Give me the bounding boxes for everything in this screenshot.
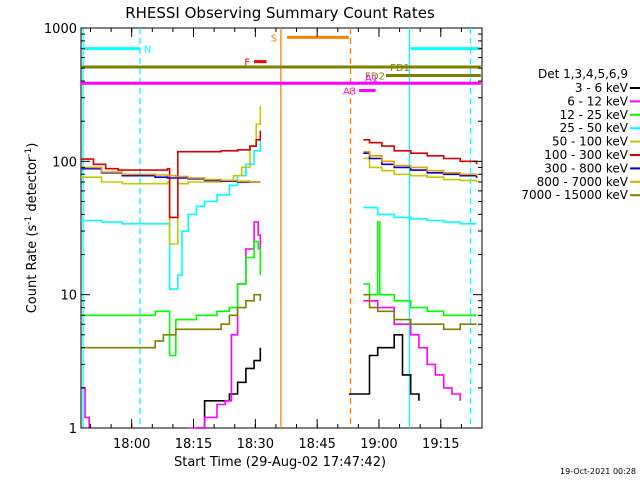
annotation-a3-label: A3	[343, 86, 356, 97]
series-800-7000-kev-segment-0	[81, 166, 261, 183]
series-12-25-kev-segment-0	[81, 240, 262, 357]
legend-entry-100-300-kev: 100 - 300 keV	[544, 148, 628, 162]
annotation-s-label: S	[271, 33, 277, 44]
series-50-100-kev-segment-1	[363, 157, 478, 182]
x-tick-label: 19:15	[422, 437, 459, 452]
legend-entry-7000-15000-kev: 7000 - 15000 keV	[521, 188, 628, 202]
x-tick-label: 18:45	[298, 437, 335, 452]
x-tick-label: 18:00	[113, 437, 150, 452]
series-3-6-kev-segment-0	[196, 347, 262, 429]
series-100-300-kev	[81, 130, 478, 219]
x-axis-label: Start Time (29-Aug-02 17:47:42)	[174, 455, 386, 470]
x-tick-label: 18:30	[237, 437, 274, 452]
y-tick-label: 100	[52, 155, 77, 170]
series-3-6-kev-segment-1	[348, 334, 420, 401]
legend-title: Det 1,3,4,5,6,9	[538, 67, 628, 81]
legend-entry-300-800-kev: 300 - 800 keV	[544, 161, 628, 175]
series-6-12-kev-segment-0	[81, 387, 90, 428]
series-7000-15000-kev-segment-1	[363, 293, 477, 331]
annotation-f-label: F	[244, 58, 250, 69]
legend-entry-12-25-kev: 12 - 25 keV	[560, 108, 629, 122]
timestamp: 19-Oct-2021 00:28	[560, 467, 636, 476]
series-800-7000-kev-segment-1	[363, 150, 478, 176]
series-12-25-kev	[81, 221, 477, 357]
series-6-12-kev-segment-1	[188, 221, 262, 429]
y-tick-label: 1	[69, 422, 77, 437]
legend-entry-50-100-kev: 50 - 100 keV	[552, 135, 629, 149]
series-6-12-kev-segment-2	[363, 300, 461, 401]
y-tick-label: 1000	[44, 22, 77, 37]
series-800-7000-kev	[81, 150, 478, 183]
axes-layer: 1 10 100 1000 18:00 18:15 18:30 18:45 19:00 19:15	[44, 22, 483, 452]
legend-entry-3-6-kev: 3 - 6 keV	[575, 81, 629, 95]
series-100-300-kev-segment-0	[81, 130, 262, 219]
legend-entry-800-7000-kev: 800 - 7000 keV	[537, 175, 629, 189]
x-tick-label: 18:15	[175, 437, 212, 452]
y-tick-label: 10	[60, 289, 77, 304]
series-3-6-kev	[196, 334, 420, 429]
x-tick-label: 19:00	[360, 437, 397, 452]
series-50-100-kev	[81, 106, 478, 245]
legend-entry-25-50-kev: 25 - 50 keV	[560, 121, 629, 135]
series-12-25-kev-segment-1	[363, 221, 477, 317]
annotation-fd1-label: FD1	[390, 63, 410, 74]
series-25-50-kev-segment-1	[363, 206, 477, 225]
series-7000-15000-kev-segment-0	[81, 293, 262, 349]
series-6-12-kev	[81, 221, 461, 429]
chart-title: RHESSI Observing Summary Count Rates	[125, 4, 435, 22]
annotation-n-label: N	[144, 45, 151, 56]
y-axis-label: Count Rate (s-1 detector-1)	[24, 143, 40, 314]
legend-entry-6-12-kev: 6 - 12 keV	[567, 94, 629, 108]
series-50-100-kev-segment-0	[81, 106, 262, 245]
annotation-a1-label: A1	[365, 73, 378, 84]
series-7000-15000-kev	[81, 293, 477, 349]
series-25-50-kev-segment-0	[81, 137, 262, 290]
annotation-fd2-label: FD2	[365, 72, 385, 83]
series-100-300-kev-segment-1	[363, 139, 478, 165]
